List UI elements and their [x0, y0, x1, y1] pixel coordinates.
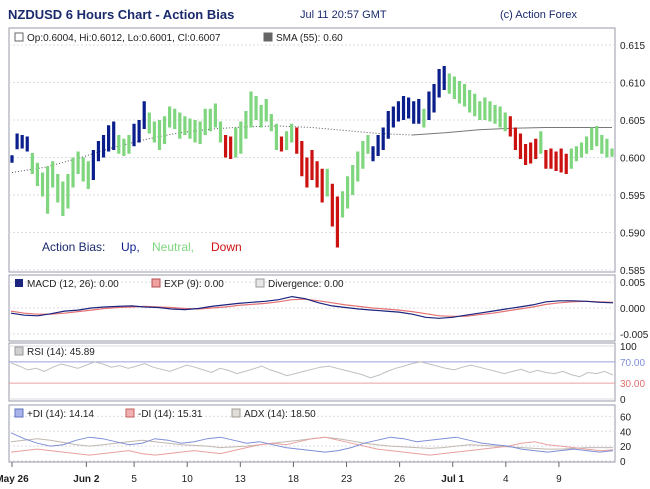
- dmi-y-tick-label: 0: [620, 457, 626, 468]
- price-y-tick-label: 0.585: [620, 266, 645, 277]
- macd-y-tick-label: 0.005: [620, 278, 645, 289]
- bias-legend-neutral: Neutral,: [152, 240, 194, 254]
- macd-legend: MACD (12, 26): 0.00: [27, 279, 119, 290]
- price-y-tick-label: 0.590: [620, 229, 645, 240]
- minus-di-line: [10, 436, 614, 456]
- x-tick-label: 18: [288, 474, 300, 485]
- x-tick-label: 10: [182, 474, 194, 485]
- x-tick-label: 26: [394, 474, 406, 485]
- x-tick-label: 23: [341, 474, 353, 485]
- ohlc-legend: Op:0.6004, Hi:0.6012, Lo:0.6001, Cl:0.60…: [27, 33, 221, 44]
- chart-copyright: (c) Action Forex: [500, 9, 578, 21]
- rsi-grid: [9, 345, 615, 400]
- exp-legend-swatch: [151, 278, 161, 288]
- rsi-panel: [8, 342, 616, 402]
- macd-y-axis: 0.005 0.000 -0.005: [620, 278, 649, 341]
- ohlc-legend-swatch: [14, 32, 24, 42]
- dmi-y-tick-label: 20: [620, 442, 632, 453]
- bias-legend-up: Up,: [121, 240, 140, 254]
- adx-legend: ADX (14): 18.50: [244, 409, 316, 420]
- x-tick-label: 9: [556, 474, 562, 485]
- x-tick-label: May 26: [0, 474, 29, 485]
- price-y-tick-label: 0.595: [620, 191, 645, 202]
- rsi-y-axis: 100 70.00 30.00 0: [620, 342, 645, 406]
- price-y-tick-label: 0.600: [620, 154, 645, 165]
- dmi-y-tick-label: 40: [620, 427, 632, 438]
- bias-legend-label: Action Bias:: [42, 240, 105, 254]
- dmi-grid: [9, 415, 615, 462]
- price-y-tick-label: 0.605: [620, 116, 645, 127]
- macd-y-tick-label: 0.000: [620, 304, 645, 315]
- plus-di-legend: +DI (14): 14.14: [27, 409, 94, 420]
- chart-datetime: Jul 11 20:57 GMT: [300, 9, 387, 21]
- x-tick-label: 4: [503, 474, 509, 485]
- rsi-legend-swatch: [14, 346, 24, 356]
- minus-di-legend-swatch: [125, 408, 135, 418]
- rsi-legend: RSI (14): 45.89: [27, 347, 95, 358]
- bias-legend-down: Down: [211, 240, 242, 254]
- exp-legend: EXP (9): 0.00: [164, 279, 224, 290]
- x-axis: May 26 Jun 2 5 10 13 18 23 26 Jul 1 4 9: [0, 462, 562, 485]
- adx-legend-swatch: [231, 408, 241, 418]
- x-tick-label: 5: [131, 474, 137, 485]
- divergence-legend: Divergence: 0.00: [268, 279, 344, 290]
- exp-line: [10, 298, 614, 317]
- price-y-axis: 0.615 0.610 0.605 0.600 0.595 0.590 0.585: [620, 41, 645, 277]
- price-y-tick-label: 0.615: [620, 41, 645, 52]
- rsi-y-tick-label: 70.00: [620, 358, 645, 369]
- dmi-y-tick-label: 60: [620, 412, 632, 423]
- macd-legend-swatch: [15, 279, 23, 287]
- price-bars: [10, 66, 614, 248]
- minus-di-legend: -DI (14): 15.31: [138, 409, 203, 420]
- macd-line: [10, 295, 614, 319]
- dmi-y-axis: 60 40 20 0: [620, 412, 632, 468]
- rsi-y-tick-label: 100: [620, 342, 637, 353]
- price-grid: [9, 44, 615, 271]
- rsi-y-tick-label: 0: [620, 395, 626, 406]
- x-tick-label: 13: [235, 474, 247, 485]
- plus-di-legend-swatch: [14, 408, 24, 418]
- sma-legend-swatch: [263, 32, 273, 42]
- plus-di-line: [10, 432, 614, 453]
- price-y-tick-label: 0.610: [620, 79, 645, 90]
- rsi-line: [10, 361, 614, 379]
- macd-y-tick-label: -0.005: [620, 330, 649, 341]
- chart-title: NZDUSD 6 Hours Chart - Action Bias: [8, 7, 234, 22]
- x-tick-label: Jun 2: [73, 474, 100, 485]
- divergence-legend-swatch: [255, 278, 265, 288]
- sma-legend: SMA (55): 0.60: [276, 33, 343, 44]
- x-tick-label: Jul 1: [441, 474, 464, 485]
- rsi-y-tick-label: 30.00: [620, 379, 645, 390]
- sma-line: [411, 127, 612, 136]
